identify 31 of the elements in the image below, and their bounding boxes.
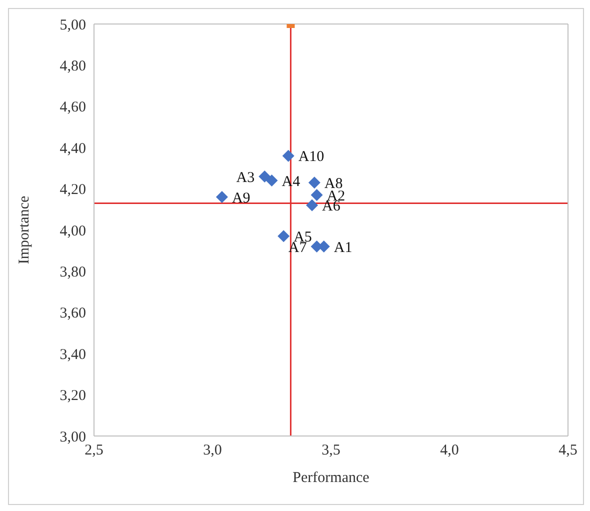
y-tick-label: 3,40 — [60, 346, 86, 363]
x-tick-label: 2,5 — [84, 442, 104, 459]
point — [308, 176, 320, 189]
y-tick-label: 3,80 — [60, 264, 86, 281]
y-tick-label: 3,20 — [60, 388, 86, 404]
point — [310, 188, 323, 201]
x-tick-label: 4,0 — [440, 442, 459, 459]
x-axis-title: Performance — [292, 470, 370, 486]
y-tick-label: 4,20 — [60, 182, 86, 198]
y-axis-title: Importance — [16, 196, 32, 264]
y-tick-label: 4,00 — [60, 223, 86, 240]
y-tick-label: 4,40 — [60, 140, 86, 157]
x-tick-label: 3,0 — [203, 442, 222, 459]
x-tick-label: 4,5 — [558, 442, 578, 459]
annotation: A10 — [298, 149, 324, 166]
x-tick-label: 3,5 — [322, 442, 340, 459]
annotation: A1 — [334, 240, 352, 256]
point — [216, 191, 228, 204]
y-tick-label: 3,60 — [60, 306, 86, 322]
point — [306, 199, 318, 212]
y-tick-label: 3,00 — [60, 429, 86, 446]
y-tick-label: 4,60 — [60, 100, 86, 116]
point — [266, 174, 278, 187]
annotation: A8 — [324, 176, 343, 192]
point — [282, 150, 294, 162]
annotation: A3 — [236, 170, 255, 186]
annotation: A9 — [232, 190, 250, 206]
y-tick-label: 5,00 — [60, 17, 86, 34]
point — [258, 170, 271, 182]
point — [278, 230, 290, 242]
y-tick-label: 4,80 — [60, 58, 86, 75]
